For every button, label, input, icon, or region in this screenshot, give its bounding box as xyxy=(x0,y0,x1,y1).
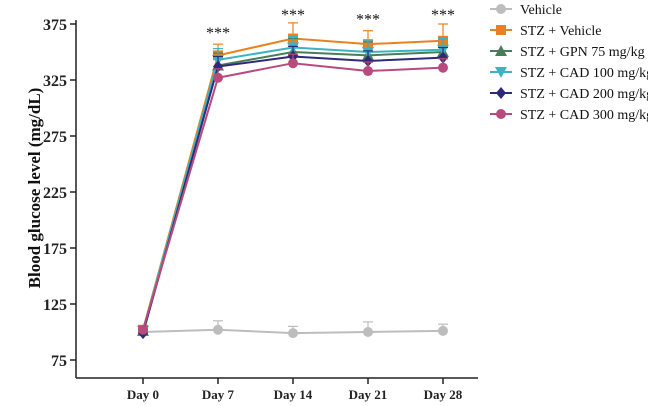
legend-label: STZ + CAD 100 mg/kg xyxy=(520,66,648,81)
legend-item: STZ + Vehicle xyxy=(490,24,602,39)
legend-item: STZ + CAD 300 mg/kg xyxy=(490,108,648,123)
data-point xyxy=(288,58,298,69)
data-point xyxy=(213,60,223,73)
data-point xyxy=(363,54,373,67)
y-axis-title: Blood glucose level (mg/dL) xyxy=(25,88,44,289)
legend-item: STZ + CAD 200 mg/kg xyxy=(490,87,648,102)
x-tick-label: Day 28 xyxy=(424,387,463,402)
series-line xyxy=(142,50,444,332)
legend-swatch-marker xyxy=(495,45,507,56)
data-point xyxy=(438,325,448,336)
data-point xyxy=(138,324,148,335)
significance-annotation: *** xyxy=(356,12,380,29)
legend-item: STZ + GPN 75 mg/kg xyxy=(490,45,645,60)
legend-label: STZ + CAD 300 mg/kg xyxy=(520,108,648,123)
series-line xyxy=(142,55,444,334)
data-point xyxy=(438,62,448,73)
data-point xyxy=(363,327,373,337)
significance-annotation: *** xyxy=(281,7,305,24)
legend-swatch-marker xyxy=(496,109,506,119)
legend-label: Vehicle xyxy=(520,3,562,18)
legend-label: STZ + Vehicle xyxy=(520,24,602,39)
series-layer xyxy=(137,22,449,340)
legend-swatch-marker xyxy=(496,25,506,35)
legend-label: STZ + CAD 200 mg/kg xyxy=(520,87,648,102)
y-tick-label: 225 xyxy=(43,185,67,202)
legend-item: STZ + CAD 100 mg/kg xyxy=(490,66,648,81)
x-tick-label: Day 21 xyxy=(349,387,388,402)
data-point xyxy=(213,72,223,83)
annotation-layer: *** *** *** *** xyxy=(206,7,455,42)
y-tick-label: 125 xyxy=(43,297,67,314)
legend-label: STZ + GPN 75 mg/kg xyxy=(520,45,645,60)
x-tick-label: Day 0 xyxy=(127,387,159,402)
series-5 xyxy=(138,53,448,335)
data-point xyxy=(438,51,448,64)
y-tick-label: 375 xyxy=(43,17,67,34)
significance-annotation: *** xyxy=(431,7,455,24)
series-0 xyxy=(138,320,448,339)
series-line xyxy=(142,62,444,331)
legend-swatch-marker xyxy=(496,87,506,99)
y-tick-label: 75 xyxy=(51,353,67,370)
series-line xyxy=(142,46,444,332)
data-point xyxy=(363,66,373,77)
series-line xyxy=(142,37,444,331)
legend-swatch-marker xyxy=(495,67,507,78)
y-tick-label: 275 xyxy=(43,129,67,146)
x-tick-label: Day 7 xyxy=(202,387,235,402)
data-point xyxy=(213,324,223,335)
significance-annotation: *** xyxy=(206,25,230,42)
x-tick-label: Day 14 xyxy=(274,387,313,402)
legend-item: Vehicle xyxy=(490,3,562,18)
legend-swatch-marker xyxy=(496,4,506,14)
legend: Vehicle STZ + Vehicle STZ + GPN 75 mg/kg ST… xyxy=(490,3,648,123)
axes-layer: 75 125 175 225 275 325 375 Day 0 Day 7 Day 14 Day … xyxy=(43,17,478,402)
y-tick-label: 325 xyxy=(43,73,67,90)
data-point xyxy=(288,328,298,339)
y-tick-label: 175 xyxy=(43,241,67,258)
